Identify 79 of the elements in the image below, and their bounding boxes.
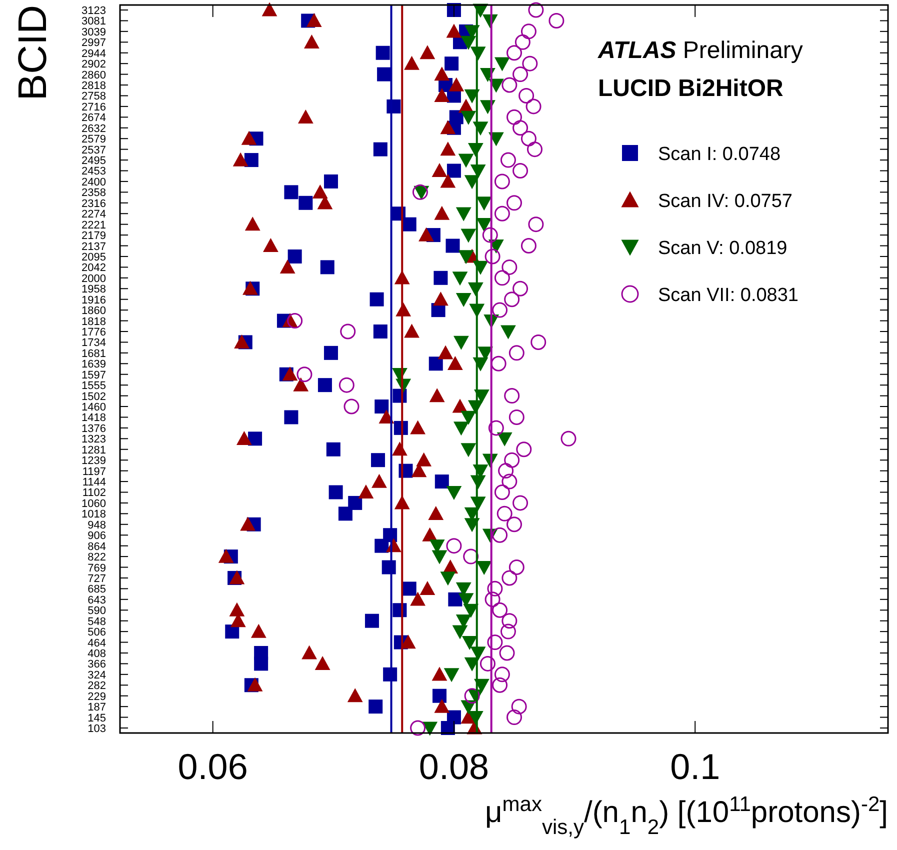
x-tick-label: 0.06 — [178, 746, 248, 787]
y-tick-label: 3123 — [82, 5, 106, 17]
y-tick-label: 2179 — [82, 230, 106, 242]
y-tick-label: 1197 — [82, 466, 106, 478]
y-tick-label: 1281 — [82, 444, 106, 456]
y-tick-label: 2274 — [82, 208, 106, 221]
annotation: ATLAS Preliminary — [597, 37, 803, 64]
y-tick-label: 1323 — [82, 434, 106, 446]
y-tick-label: 2042 — [82, 262, 106, 274]
y-tick-label: 145 — [88, 712, 106, 724]
y-tick-label: 1860 — [82, 305, 106, 318]
y-tick-label: 1734 — [82, 337, 106, 350]
y-tick-label: 1916 — [82, 294, 106, 306]
y-tick-label: 643 — [88, 594, 106, 606]
y-tick-label: 3081 — [82, 16, 106, 28]
y-tick-label: 2537 — [82, 144, 106, 156]
y-tick-label: 1597 — [82, 369, 106, 382]
y-tick-label: 229 — [88, 690, 106, 703]
y-tick-label: 1102 — [82, 487, 106, 500]
y-tick-label: 282 — [88, 680, 106, 692]
y-tick-label: 2674 — [82, 112, 106, 124]
y-tick-label: 2400 — [82, 176, 106, 188]
legend-label: Scan VII: 0.0831 — [658, 285, 798, 306]
y-tick-label: 324 — [88, 669, 106, 682]
y-tick-label: 2453 — [82, 166, 106, 178]
y-tick-label: 506 — [88, 626, 106, 639]
y-tick-label: 2944 — [82, 48, 106, 60]
y-tick-label: 2632 — [82, 122, 106, 135]
y-tick-label: 2716 — [82, 101, 106, 114]
y-tick-label: 1376 — [82, 422, 106, 435]
legend-label: Scan I: 0.0748 — [658, 144, 781, 165]
y-tick-label: 822 — [88, 552, 106, 564]
y-tick-label: 2137 — [82, 240, 106, 253]
y-tick-label: 2579 — [82, 134, 106, 146]
x-tick-label: 0.1 — [670, 746, 720, 787]
y-tick-label: 103 — [88, 723, 106, 735]
y-tick-label: 2358 — [82, 187, 106, 200]
y-tick-label: 906 — [88, 530, 106, 542]
y-tick-label: 1776 — [82, 326, 106, 338]
y-tick-label: 1060 — [82, 498, 106, 510]
y-tick-label: 2495 — [82, 155, 106, 168]
y-tick-label: 1239 — [82, 455, 106, 468]
y-tick-label: 1418 — [82, 412, 106, 424]
legend-label: Scan IV: 0.0757 — [658, 191, 793, 212]
y-tick-label: 2000 — [82, 272, 106, 285]
y-tick-label: 727 — [88, 572, 106, 585]
y-tick-label: 1818 — [82, 316, 106, 328]
y-tick-label: 2997 — [82, 37, 106, 50]
y-tick-label: 1018 — [82, 508, 106, 521]
y-tick-label: 948 — [88, 519, 106, 532]
y-tick-label: 1681 — [82, 348, 106, 360]
y-tick-label: 864 — [88, 540, 106, 553]
x-tick-label: 0.08 — [418, 746, 490, 787]
y-tick-label: 548 — [88, 616, 106, 628]
y-tick-label: 685 — [88, 584, 106, 596]
text: μ$^{max}$$_{vis,y}$/(n$_{1}$n$_{2}$) [(10$^{11}$protons)$^{-2}$] — [485, 792, 888, 838]
annotation: LUCID Bi2HitOR — [598, 75, 784, 102]
y-tick-label: 590 — [88, 605, 106, 618]
y-tick-label: 3039 — [82, 26, 106, 38]
y-tick-label: 1502 — [82, 390, 106, 403]
y-tick-label: 1958 — [82, 284, 106, 296]
y-tick-label: 1639 — [82, 358, 106, 371]
y-tick-label: 769 — [88, 562, 106, 574]
y-tick-label: 1144 — [82, 476, 106, 489]
y-tick-label: 2316 — [82, 198, 106, 210]
y-tick-label: 2860 — [82, 69, 106, 82]
y-tick-label: 187 — [88, 702, 106, 714]
y-tick-label: 2758 — [82, 90, 106, 103]
y-tick-label: 1460 — [82, 402, 106, 414]
y-tick-label: 1555 — [82, 380, 106, 392]
y-axis-title: BCID — [11, 5, 55, 101]
y-tick-label: 2818 — [82, 80, 106, 92]
y-tick-label: 366 — [88, 658, 106, 671]
y-tick-label: 2095 — [82, 251, 106, 264]
y-tick-label: 2902 — [82, 58, 106, 71]
legend-label: Scan V: 0.0819 — [658, 238, 788, 259]
y-tick-label: 2221 — [82, 219, 106, 232]
y-tick-label: 408 — [88, 648, 106, 660]
y-tick-label: 464 — [88, 637, 106, 650]
